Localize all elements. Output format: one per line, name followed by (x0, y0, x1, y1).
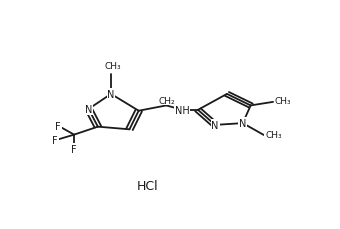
Text: F: F (55, 121, 61, 131)
Text: N: N (107, 90, 115, 99)
Text: F: F (71, 144, 77, 155)
Text: NH: NH (175, 105, 189, 115)
Text: N: N (85, 104, 92, 114)
Text: HCl: HCl (137, 180, 159, 193)
Text: CH₃: CH₃ (104, 62, 121, 71)
Text: F: F (52, 136, 58, 146)
Text: CH₃: CH₃ (274, 96, 291, 105)
Text: CH₂: CH₂ (158, 96, 175, 105)
Text: CH₃: CH₃ (265, 131, 282, 140)
Text: N: N (239, 119, 246, 128)
Text: N: N (211, 120, 219, 130)
